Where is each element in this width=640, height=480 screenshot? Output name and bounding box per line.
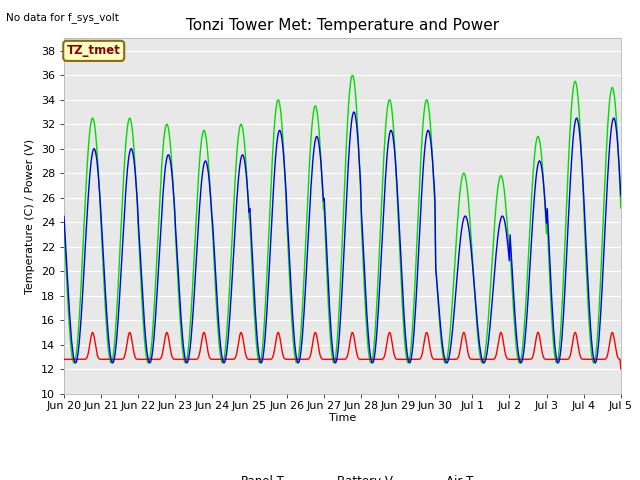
Battery V: [426, 347, 434, 352]
Line: Battery V: Battery V: [64, 332, 621, 369]
Air T: [554, 360, 562, 366]
Panel T: [590, 360, 598, 366]
Panel T: [428, 132, 435, 137]
Panel T: [348, 72, 356, 78]
Air T: [411, 318, 419, 324]
Panel T: [70, 360, 78, 366]
Battery V: [214, 357, 221, 362]
Text: TZ_tmet: TZ_tmet: [67, 44, 121, 58]
Y-axis label: Temperature (C) / Power (V): Temperature (C) / Power (V): [25, 138, 35, 294]
Battery V: [184, 357, 192, 362]
Battery V: [410, 357, 418, 362]
Air T: [60, 214, 68, 219]
Battery V: [127, 335, 135, 340]
Panel T: [214, 317, 221, 323]
Panel T: [60, 222, 68, 228]
X-axis label: Time: Time: [329, 413, 356, 423]
Battery V: [617, 366, 625, 372]
Title: Tonzi Tower Met: Temperature and Power: Tonzi Tower Met: Temperature and Power: [186, 18, 499, 33]
Air T: [350, 109, 358, 115]
Air T: [617, 192, 625, 198]
Air T: [214, 301, 221, 307]
Line: Air T: Air T: [64, 112, 621, 363]
Air T: [184, 359, 192, 364]
Legend: Panel T, Battery V, Air T: Panel T, Battery V, Air T: [207, 470, 478, 480]
Air T: [70, 357, 78, 363]
Panel T: [184, 349, 192, 355]
Panel T: [617, 205, 625, 211]
Battery V: [70, 357, 78, 362]
Line: Panel T: Panel T: [64, 75, 621, 363]
Air T: [428, 141, 435, 147]
Panel T: [411, 284, 419, 290]
Battery V: [60, 357, 68, 362]
Air T: [127, 146, 135, 152]
Text: No data for f_sys_volt: No data for f_sys_volt: [6, 12, 119, 23]
Panel T: [127, 120, 135, 126]
Battery V: [609, 329, 616, 335]
